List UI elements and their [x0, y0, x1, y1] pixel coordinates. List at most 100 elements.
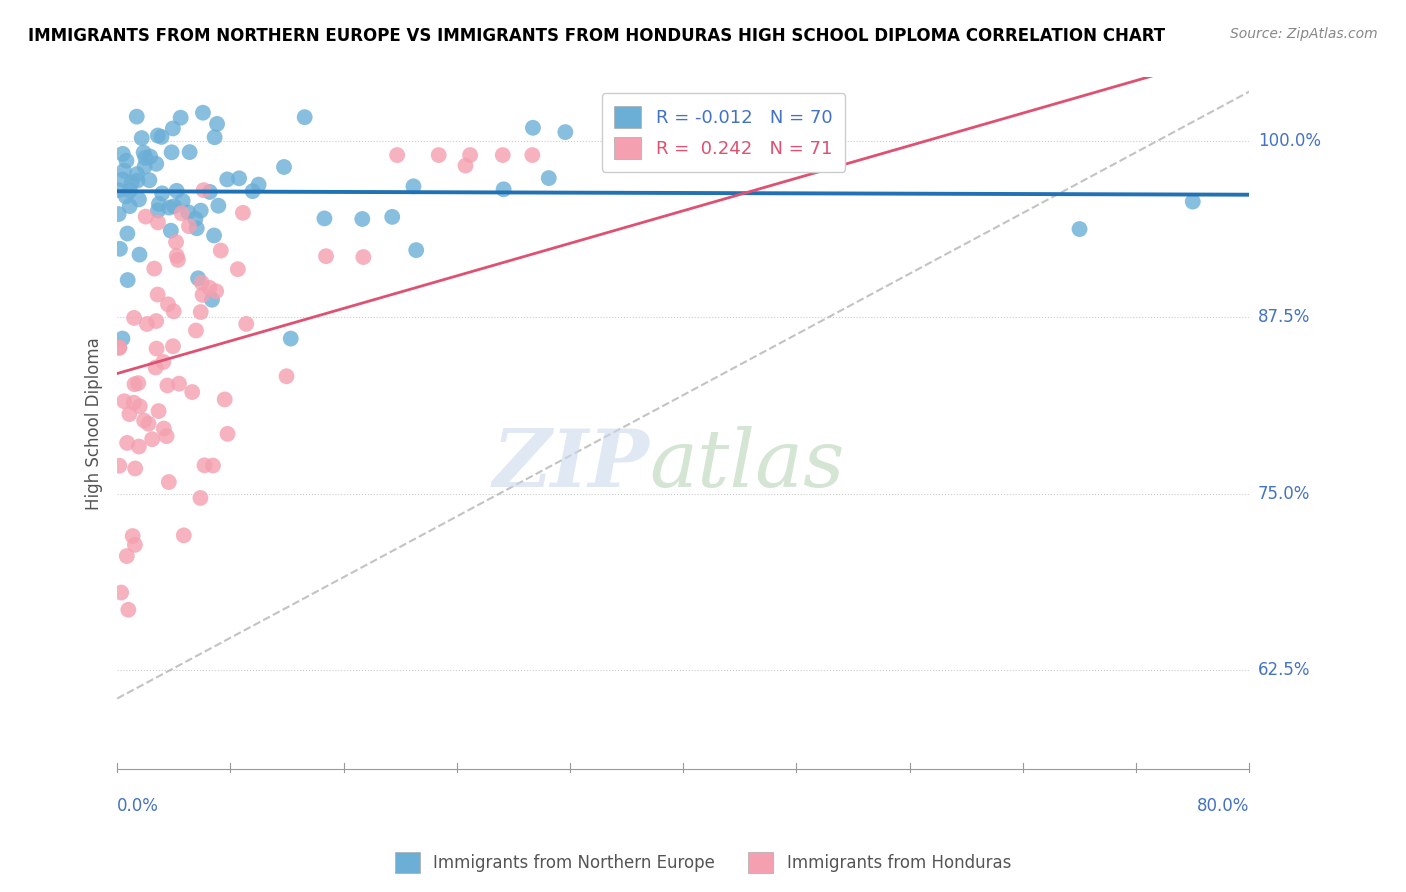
Point	[121, 529, 143, 543]
Point	[148, 404, 170, 418]
Point	[280, 332, 302, 346]
Point	[117, 603, 139, 617]
Point	[1069, 222, 1091, 236]
Point	[128, 193, 150, 207]
Point	[201, 293, 224, 307]
Point	[217, 172, 239, 186]
Point	[184, 211, 207, 226]
Point	[202, 228, 225, 243]
Point	[193, 183, 215, 197]
Text: IMMIGRANTS FROM NORTHERN EUROPE VS IMMIGRANTS FROM HONDURAS HIGH SCHOOL DIPLOMA : IMMIGRANTS FROM NORTHERN EUROPE VS IMMIG…	[28, 27, 1166, 45]
Point	[385, 148, 408, 162]
Point	[170, 206, 193, 220]
Point	[294, 110, 316, 124]
Point	[112, 394, 135, 409]
Point	[146, 203, 169, 218]
Point	[108, 458, 131, 473]
Point	[186, 221, 208, 235]
Text: 80.0%: 80.0%	[1197, 797, 1250, 814]
Point	[134, 413, 156, 427]
Point	[138, 173, 160, 187]
Text: 100.0%: 100.0%	[1258, 132, 1320, 150]
Point	[127, 173, 149, 187]
Point	[166, 184, 188, 198]
Point	[198, 185, 221, 199]
Point	[128, 440, 150, 454]
Point	[201, 458, 224, 473]
Point	[1181, 194, 1204, 209]
Point	[187, 271, 209, 285]
Point	[125, 167, 148, 181]
Point	[402, 179, 425, 194]
Point	[125, 110, 148, 124]
Point	[190, 305, 212, 319]
Point	[132, 145, 155, 160]
Point	[177, 205, 200, 219]
Point	[198, 281, 221, 295]
Point	[153, 421, 176, 435]
Point	[138, 417, 160, 431]
Point	[110, 585, 132, 599]
Point	[209, 244, 232, 258]
Point	[141, 432, 163, 446]
Point	[492, 148, 515, 162]
Point	[146, 215, 169, 229]
Point	[162, 121, 184, 136]
Point	[454, 159, 477, 173]
Point	[205, 117, 228, 131]
Point	[150, 129, 173, 144]
Point	[156, 378, 179, 392]
Point	[207, 199, 229, 213]
Point	[173, 528, 195, 542]
Point	[179, 145, 201, 160]
Point	[152, 355, 174, 369]
Point	[131, 131, 153, 145]
Point	[134, 160, 156, 174]
Point	[122, 395, 145, 409]
Point	[124, 377, 146, 392]
Text: 87.5%: 87.5%	[1258, 309, 1310, 326]
Point	[167, 252, 190, 267]
Point	[167, 376, 190, 391]
Point	[181, 385, 204, 400]
Point	[118, 184, 141, 198]
Point	[193, 458, 215, 473]
Point	[156, 297, 179, 311]
Point	[166, 249, 188, 263]
Point	[458, 148, 481, 162]
Point	[146, 128, 169, 143]
Point	[117, 273, 139, 287]
Legend: Immigrants from Northern Europe, Immigrants from Honduras: Immigrants from Northern Europe, Immigra…	[388, 846, 1018, 880]
Point	[427, 148, 450, 162]
Point	[157, 475, 180, 489]
Point	[226, 262, 249, 277]
Point	[537, 171, 560, 186]
Point	[111, 332, 134, 346]
Point	[118, 199, 141, 213]
Point	[134, 151, 156, 165]
Point	[108, 341, 131, 355]
Point	[146, 287, 169, 301]
Point	[381, 210, 404, 224]
Point	[122, 310, 145, 325]
Point	[148, 197, 170, 211]
Point	[163, 304, 186, 318]
Point	[177, 219, 200, 234]
Point	[107, 183, 129, 197]
Point	[108, 242, 131, 256]
Point	[143, 261, 166, 276]
Point	[115, 153, 138, 168]
Point	[150, 186, 173, 201]
Point	[190, 203, 212, 218]
Point	[204, 130, 226, 145]
Point	[191, 105, 214, 120]
Point	[155, 429, 177, 443]
Text: 0.0%: 0.0%	[117, 797, 159, 814]
Point	[235, 317, 257, 331]
Point	[169, 111, 191, 125]
Text: 62.5%: 62.5%	[1258, 661, 1310, 680]
Point	[314, 211, 336, 226]
Point	[163, 199, 186, 213]
Point	[145, 157, 167, 171]
Point	[117, 227, 139, 241]
